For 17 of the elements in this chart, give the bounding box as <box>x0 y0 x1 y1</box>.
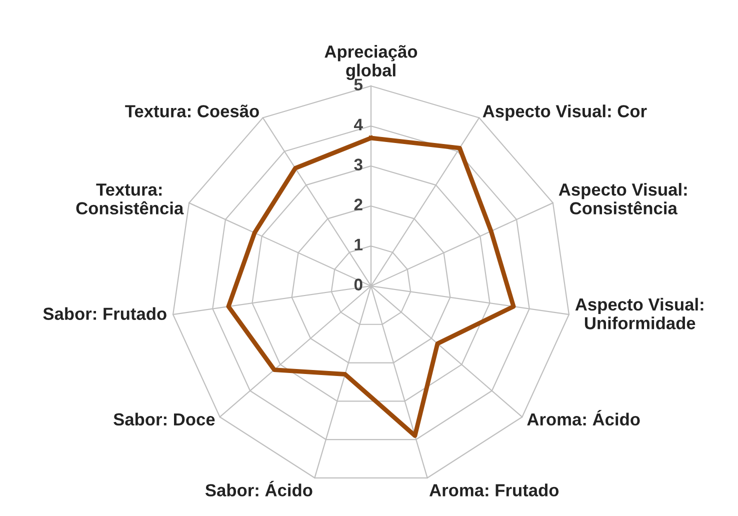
y-tick-label: 2 <box>354 198 362 210</box>
y-tick-label: 1 <box>354 238 363 250</box>
y-tick-label: 0 <box>354 278 362 290</box>
spoke-label: Textura: Consistência <box>76 184 184 214</box>
spoke-label: Apreciação global <box>324 45 418 80</box>
spoke-label: Aspecto Visual: Cor <box>482 104 647 121</box>
spoke-label: Aspecto Visual: Uniformidade <box>575 298 704 330</box>
spoke-label: Sabor: Doce <box>114 412 215 426</box>
spoke-label: Sabor: Frutado <box>43 307 166 320</box>
y-tick-label: 4 <box>354 118 363 130</box>
spoke-label: Sabor: Ácido <box>205 480 312 496</box>
spoke-label: Aroma: Frutado <box>429 484 559 496</box>
y-tick-label: 5 <box>354 78 363 90</box>
spoke-label: Aspecto Visual: Consistência <box>558 182 687 214</box>
y-tick-label: 3 <box>354 158 362 170</box>
spoke-label: Aroma: Ácido <box>527 410 640 426</box>
spoke-label: Textura: Coesão <box>125 104 259 118</box>
